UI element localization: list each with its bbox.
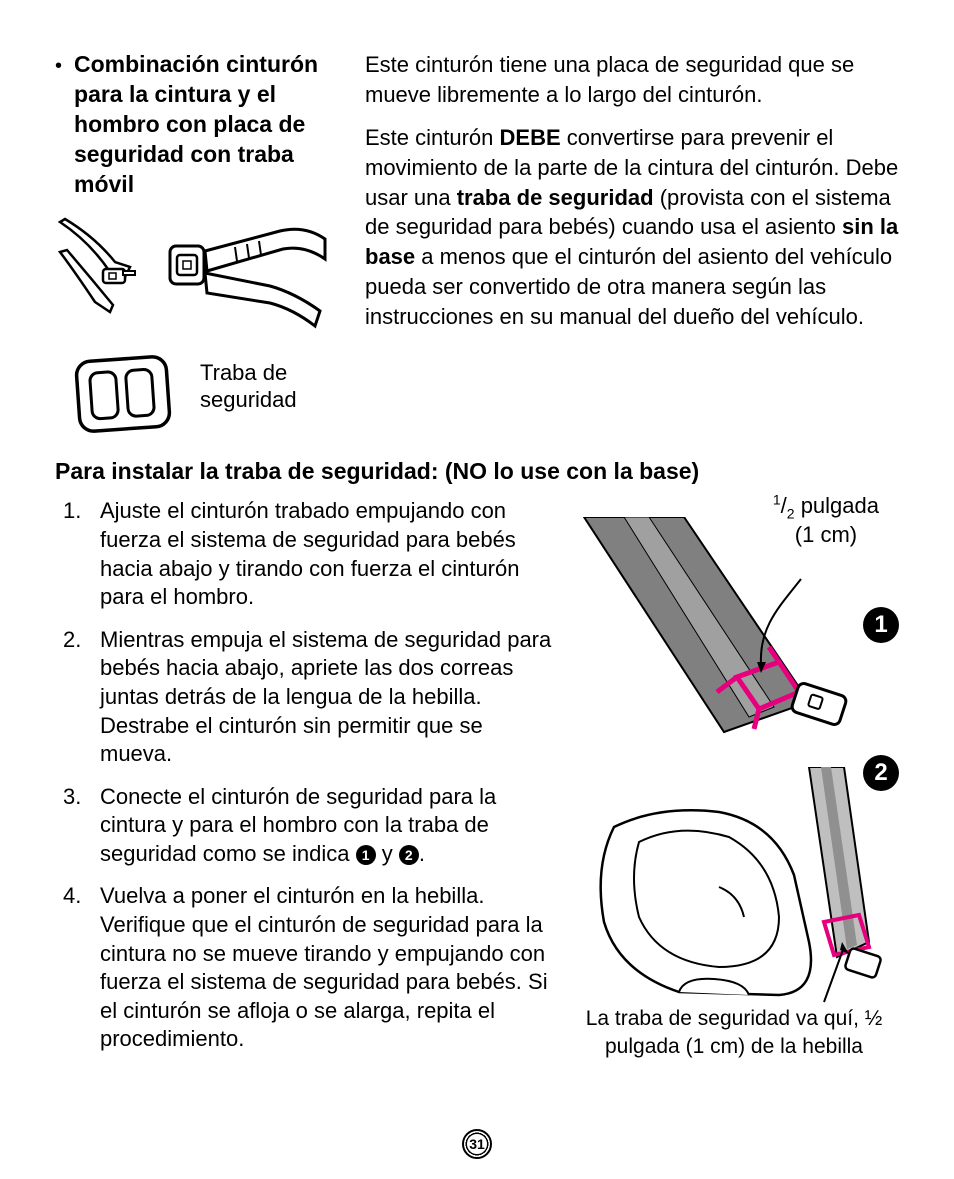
- circle-2-inline: 2: [399, 845, 419, 865]
- p2-bold2: traba de seguridad: [457, 185, 654, 210]
- locking-clip-label: Traba de seguridad: [200, 360, 297, 413]
- figure-1-illustration: [569, 517, 899, 747]
- bullet-marker: •: [55, 56, 62, 199]
- steps-column: Ajuste el cinturón trabado empujando con…: [55, 497, 554, 1068]
- page-number: 31: [466, 1133, 488, 1155]
- step-1: Ajuste el cinturón trabado empujando con…: [55, 497, 554, 611]
- step3-pre: Conecte el cinturón de seguridad para la…: [100, 784, 496, 866]
- page-number-badge: 31: [462, 1129, 492, 1159]
- buckle-receiver-icon: [165, 211, 335, 341]
- figure-column: 1/2 pulgada (1 cm) 1 2 La tr: [569, 497, 899, 1068]
- step-3: Conecte el cinturón de seguridad para la…: [55, 783, 554, 869]
- p2-bold1: DEBE: [500, 125, 561, 150]
- steps-list: Ajuste el cinturón trabado empujando con…: [55, 497, 554, 1054]
- step3-post: .: [419, 841, 425, 866]
- left-column: • Combinación cinturón para la cintura y…: [55, 50, 335, 447]
- p2-seg4: a menos que el cinturón del asiento del …: [365, 244, 892, 328]
- figure-2-illustration: [569, 767, 899, 1007]
- locking-clip-icon: [63, 347, 183, 442]
- top-section: • Combinación cinturón para la cintura y…: [55, 50, 899, 447]
- paragraph-1: Este cinturón tiene una placa de segurid…: [365, 50, 899, 109]
- clip-illustrations: Traba de seguridad: [55, 217, 335, 447]
- bullet-heading-text: Combinación cinturón para la cintura y e…: [74, 50, 335, 199]
- paragraph-2: Este cinturón DEBE convertirse para prev…: [365, 123, 899, 331]
- belt-latch-icon: [55, 217, 175, 337]
- p2-seg1: Este cinturón: [365, 125, 500, 150]
- measure-fraction: 1/2 pulgada: [773, 493, 879, 518]
- step-2: Mientras empuja el sistema de seguridad …: [55, 626, 554, 769]
- lower-section: Ajuste el cinturón trabado empujando con…: [55, 497, 899, 1068]
- step-4: Vuelva a poner el cinturón en la hebilla…: [55, 882, 554, 1054]
- bullet-heading-row: • Combinación cinturón para la cintura y…: [55, 50, 335, 199]
- install-section-title: Para instalar la traba de seguridad: (NO…: [55, 457, 899, 487]
- figure-caption: La traba de seguridad va quí, ½ pulgada …: [569, 1005, 899, 1060]
- circle-1-inline: 1: [356, 845, 376, 865]
- step3-and: y: [376, 841, 399, 866]
- right-column: Este cinturón tiene una placa de segurid…: [365, 50, 899, 447]
